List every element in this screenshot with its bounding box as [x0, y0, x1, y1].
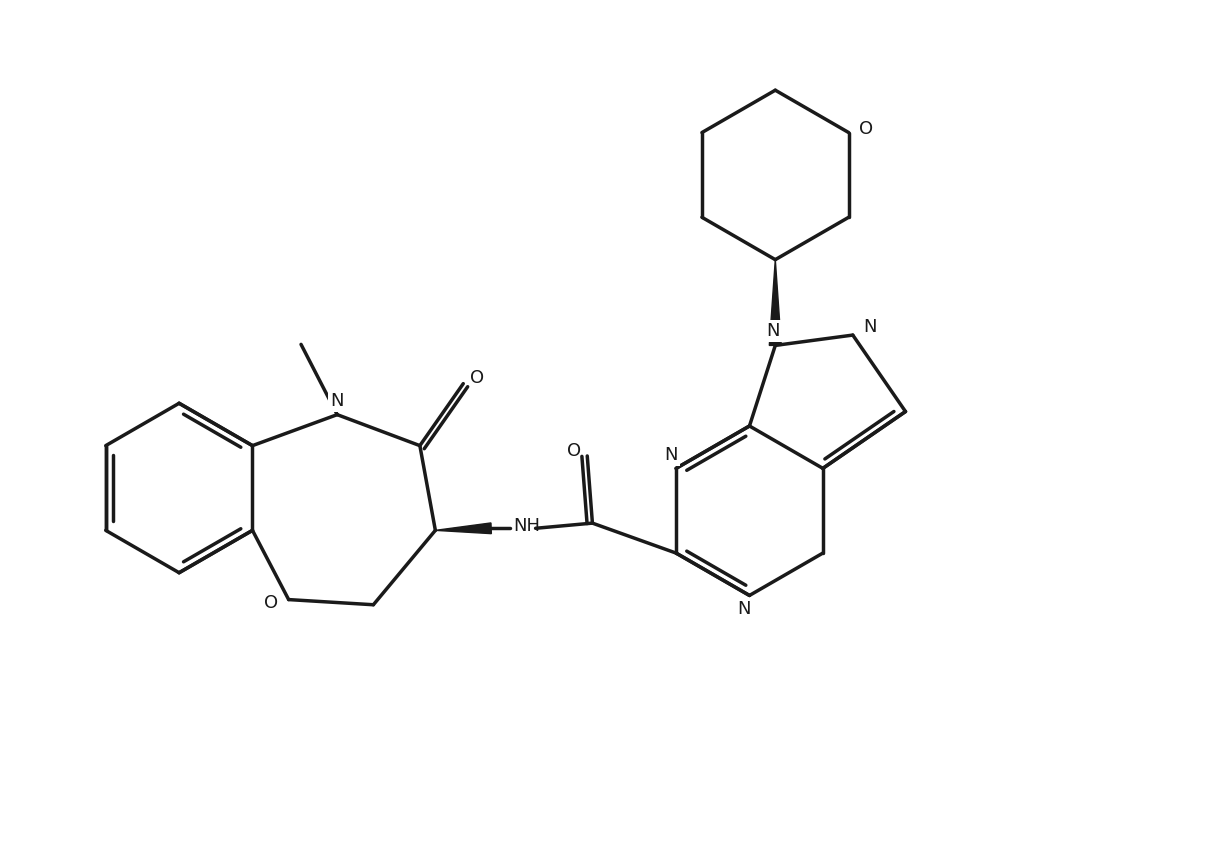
Text: N: N: [738, 600, 752, 618]
Text: O: O: [264, 594, 279, 612]
Text: N: N: [330, 392, 343, 410]
Text: NH: NH: [513, 517, 540, 535]
Text: O: O: [469, 370, 484, 388]
Text: N: N: [665, 446, 678, 464]
Polygon shape: [770, 260, 781, 345]
Polygon shape: [435, 523, 491, 533]
Text: N: N: [864, 318, 877, 336]
Text: O: O: [859, 120, 874, 139]
Text: N: N: [766, 322, 780, 340]
Text: O: O: [567, 442, 580, 460]
